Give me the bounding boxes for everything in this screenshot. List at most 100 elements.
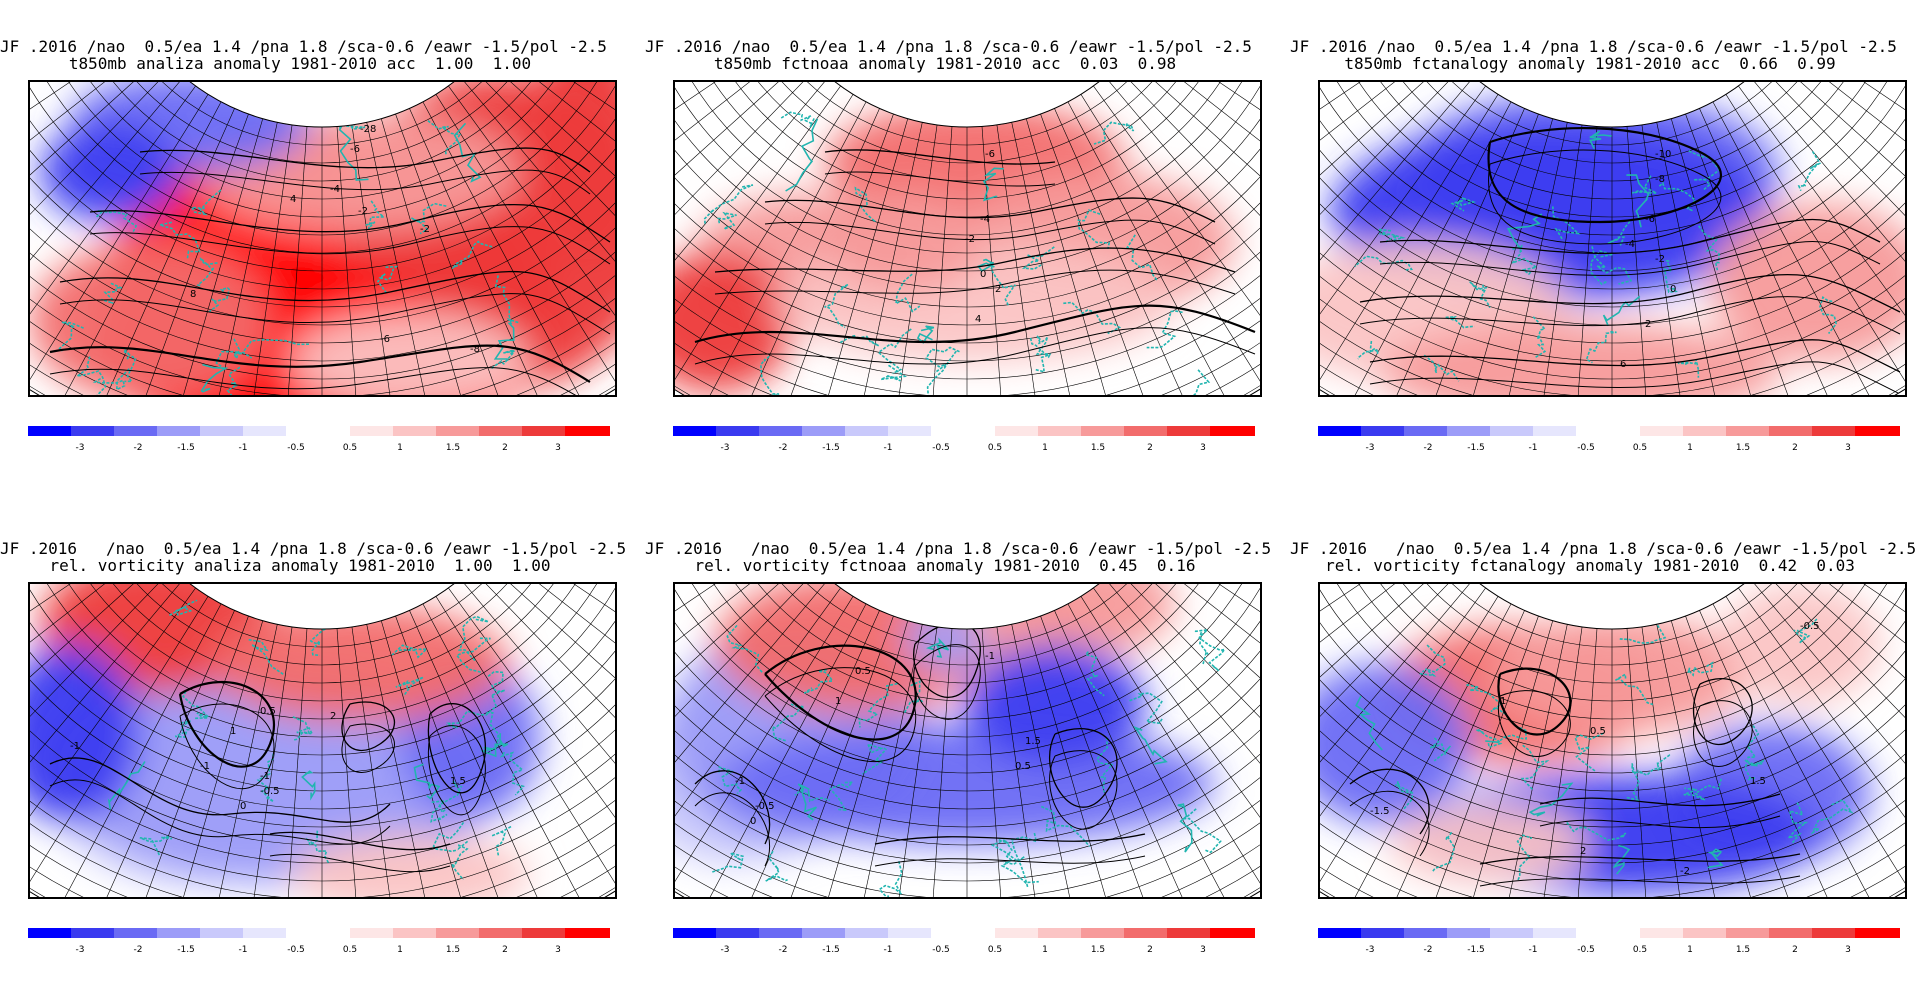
contour-label: 0.5 bbox=[1590, 726, 1606, 737]
panel-subtitle: t850mb fctnoaa anomaly 1981-2010 acc 0.0… bbox=[713, 54, 1177, 73]
contour-label: 0.5 bbox=[260, 706, 276, 717]
legend-tick-label: 0.5 bbox=[988, 443, 1002, 453]
contour-label: -6 bbox=[985, 149, 995, 160]
legend-swatch bbox=[1640, 426, 1685, 436]
contour-labels: -1 -0.5 0 0.5 1 1.5 -1 0.5 bbox=[735, 651, 1041, 827]
panel-title: JF .2016 /nao 0.5/ea 1.4 /pna 1.8 /sca-0… bbox=[1290, 539, 1917, 558]
legend-swatch bbox=[1081, 928, 1126, 938]
contour-label: -1 bbox=[985, 651, 995, 662]
legend-swatch bbox=[1490, 426, 1533, 436]
legend-tick-label: 1.5 bbox=[446, 443, 460, 453]
legend-tick-label: 0.5 bbox=[988, 945, 1002, 955]
legend-swatch bbox=[1124, 426, 1169, 436]
panel-t850-fctanalogy: JF .2016 /nao 0.5/ea 1.4 /pna 1.8 /sca-0… bbox=[1290, 37, 1907, 458]
color-legend: -3 -2 -1.5 -1 -0.5 0.5 1 1.5 2 3 bbox=[673, 426, 1263, 458]
panel-subtitle: rel. vorticity fctnoaa anomaly 1981-2010… bbox=[694, 556, 1196, 575]
panel-title: JF .2016 /nao 0.5/ea 1.4 /pna 1.8 /sca-0… bbox=[0, 539, 627, 558]
legend-tick-label: -1 bbox=[884, 443, 893, 453]
legend-tick-label: 1.5 bbox=[446, 945, 460, 955]
legend-swatch bbox=[888, 928, 931, 938]
contour-label: 1.5 bbox=[1750, 776, 1766, 787]
legend-tick-label: 0.5 bbox=[343, 443, 357, 453]
legend-swatch bbox=[845, 426, 888, 436]
legend-tick-label: -2 bbox=[1424, 945, 1433, 955]
anomaly-field bbox=[675, 82, 1260, 395]
legend-tick-label: 2 bbox=[1147, 945, 1153, 955]
panel-vorticity-analiza: JF .2016 /nao 0.5/ea 1.4 /pna 1.8 /sca-0… bbox=[0, 539, 627, 960]
contour-labels: -1 -0.5 0 0.5 1 1.5 -1 2 -1 bbox=[70, 706, 466, 812]
map-frame: -6 -4 -2 0 2 4 bbox=[673, 80, 1262, 397]
legend-swatch bbox=[759, 928, 802, 938]
contour-label: 0 bbox=[240, 801, 246, 812]
legend-tick-label: 2 bbox=[1792, 443, 1798, 453]
legend-tick-label: -3 bbox=[721, 945, 730, 955]
contour-lines bbox=[49, 147, 611, 395]
legend-tick-label: -0.5 bbox=[287, 945, 305, 955]
contour-label: 0.5 bbox=[1015, 761, 1031, 772]
legend-tick-label: -2 bbox=[779, 945, 788, 955]
contour-lines bbox=[49, 680, 486, 873]
legend-tick-label: 1 bbox=[1042, 443, 1048, 453]
legend-swatch bbox=[1038, 426, 1083, 436]
legend-tick-label: -0.5 bbox=[932, 945, 950, 955]
legend-swatch bbox=[995, 426, 1040, 436]
legend-tick-label: -2 bbox=[134, 443, 143, 453]
contour-label: -4 bbox=[330, 184, 340, 195]
color-legend: -3 -2 -1.5 -1 -0.5 0.5 1 1.5 2 3 bbox=[1318, 928, 1908, 960]
legend-tick-label: -0.5 bbox=[1577, 945, 1595, 955]
legend-tick-label: -3 bbox=[721, 443, 730, 453]
legend-swatch bbox=[1447, 426, 1490, 436]
contour-labels: -10 -8 -6 -4 -2 0 2 6 bbox=[1620, 149, 1676, 370]
contour-label: -2 bbox=[420, 224, 430, 235]
legend-swatch bbox=[1167, 928, 1212, 938]
legend-tick-label: 2 bbox=[1147, 443, 1153, 453]
legend-tick-label: -3 bbox=[76, 443, 85, 453]
contour-label: 0 bbox=[980, 269, 986, 280]
panel-title: JF .2016 /nao 0.5/ea 1.4 /pna 1.8 /sca-0… bbox=[1290, 37, 1897, 56]
contour-lines bbox=[694, 622, 1146, 867]
map-grid bbox=[1320, 82, 1905, 395]
panel-vorticity-fctanalogy: JF .2016 /nao 0.5/ea 1.4 /pna 1.8 /sca-0… bbox=[1290, 539, 1917, 960]
legend-swatch bbox=[114, 928, 157, 938]
legend-swatch bbox=[673, 928, 716, 938]
legend-swatch bbox=[995, 928, 1040, 938]
map-frame: -0.5 0.5 1 1.5 2 -1.5 -2 bbox=[1318, 582, 1907, 899]
legend-swatch bbox=[1640, 928, 1685, 938]
legend-swatch bbox=[157, 928, 200, 938]
legend-swatch bbox=[1318, 426, 1361, 436]
legend-tick-label: 1 bbox=[1687, 945, 1693, 955]
legend-swatch bbox=[802, 426, 845, 436]
legend-tick-label: 1.5 bbox=[1736, 945, 1750, 955]
legend-swatch bbox=[479, 426, 524, 436]
legend-swatch bbox=[1361, 426, 1404, 436]
legend-swatch bbox=[716, 426, 759, 436]
map-frame: -1 -0.5 0 0.5 1 1.5 -1 2 -1 bbox=[28, 582, 617, 899]
panel-subtitle: rel. vorticity analiza anomaly 1981-2010… bbox=[49, 556, 551, 575]
contour-label: -2 bbox=[1655, 254, 1665, 265]
panel-subtitle: t850mb analiza anomaly 1981-2010 acc 1.0… bbox=[68, 54, 532, 73]
legend-swatch bbox=[522, 928, 567, 938]
legend-swatch bbox=[1855, 928, 1900, 938]
legend-swatch bbox=[200, 426, 243, 436]
map-grid bbox=[30, 584, 615, 897]
contour-label: 2 bbox=[1645, 319, 1651, 330]
contour-label: -6 bbox=[380, 334, 390, 345]
legend-swatch bbox=[1081, 426, 1126, 436]
legend-tick-label: -1.5 bbox=[822, 945, 840, 955]
legend-tick-label: -1 bbox=[884, 945, 893, 955]
color-legend: -3 -2 -1.5 -1 -0.5 0.5 1 1.5 2 3 bbox=[673, 928, 1263, 960]
contour-label: 1 bbox=[230, 726, 236, 737]
legend-swatch bbox=[200, 928, 243, 938]
legend-swatch bbox=[1812, 426, 1857, 436]
legend-swatch bbox=[1683, 426, 1728, 436]
legend-tick-label: -3 bbox=[1366, 945, 1375, 955]
contour-label: -6 bbox=[350, 144, 360, 155]
contour-label: 1 bbox=[1500, 696, 1506, 707]
legend-tick-label: -0.5 bbox=[932, 443, 950, 453]
contour-label: -4 bbox=[1625, 239, 1635, 250]
legend-tick-label: 1.5 bbox=[1091, 443, 1105, 453]
legend-swatch bbox=[522, 426, 567, 436]
panel-subtitle: rel. vorticity fctanalogy anomaly 1981-2… bbox=[1325, 556, 1855, 575]
legend-tick-label: -0.5 bbox=[287, 443, 305, 453]
contour-label: -0.5 bbox=[260, 786, 280, 797]
